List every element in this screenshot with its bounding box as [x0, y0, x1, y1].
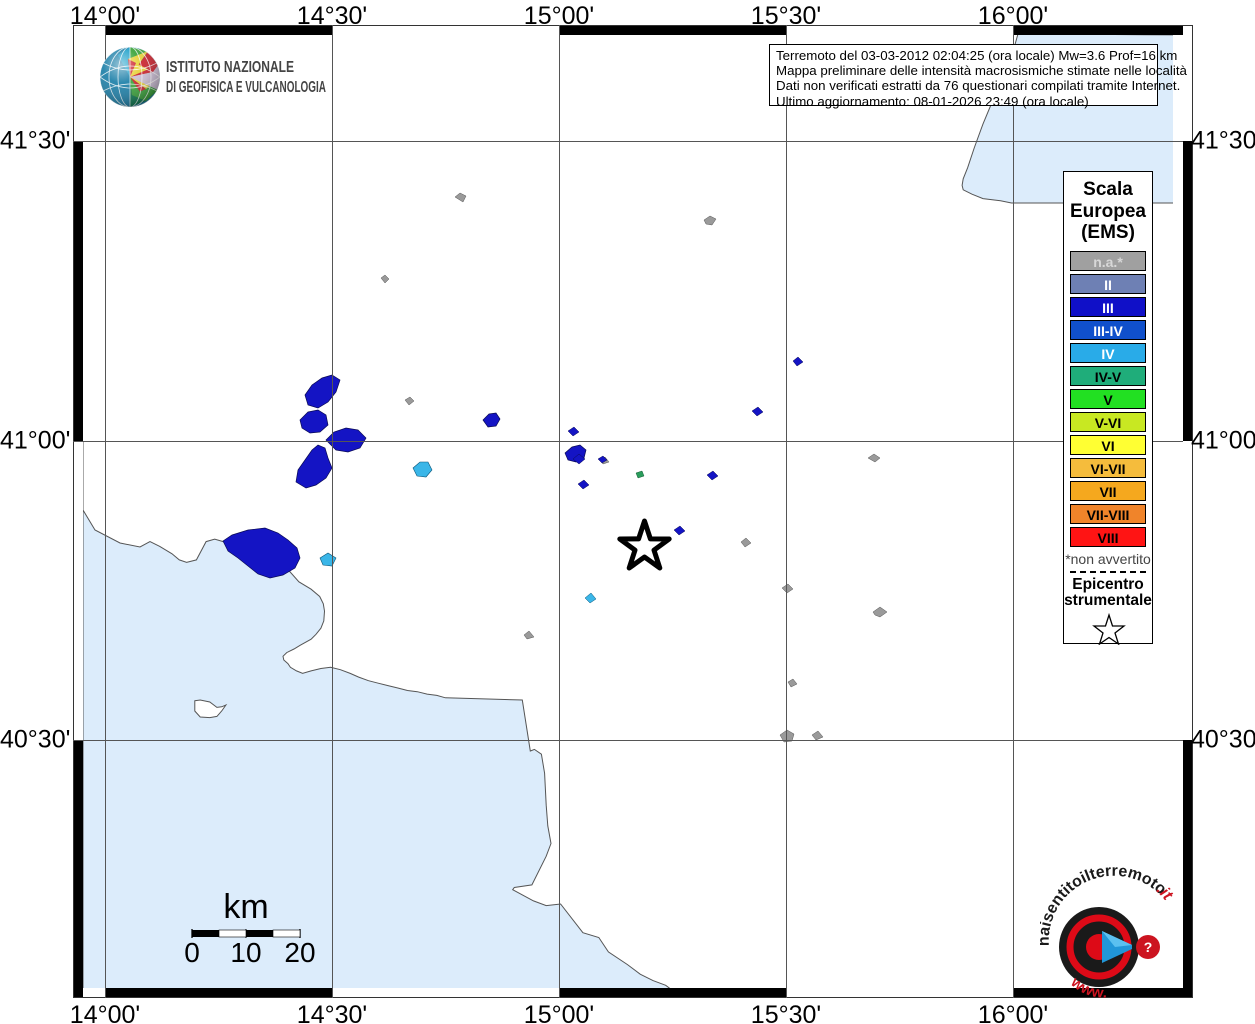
svg-text:?: ? [1144, 939, 1153, 955]
svg-text:ISTITUTO NAZIONALE: ISTITUTO NAZIONALE [166, 59, 294, 76]
svg-text:.it: .it [1153, 881, 1176, 904]
svg-text:DI GEOFISICA E VULCANOLOGIA: DI GEOFISICA E VULCANOLOGIA [166, 79, 326, 96]
svg-text:10: 10 [230, 937, 261, 968]
svg-text:0: 0 [184, 937, 200, 968]
svg-text:20: 20 [284, 937, 315, 968]
